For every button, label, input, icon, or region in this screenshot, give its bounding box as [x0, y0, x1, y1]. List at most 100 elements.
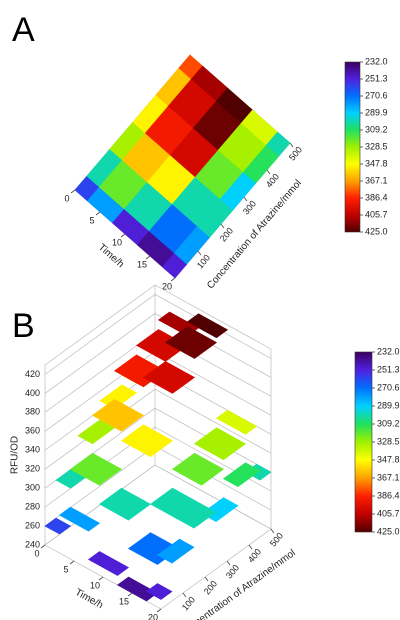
surface-patch: [98, 487, 152, 521]
y-tick: [220, 223, 225, 229]
z-tick-label: 360: [25, 426, 40, 436]
surface-patch: [193, 427, 247, 461]
y-axis-label: Concentration of Atrazine/mmol: [178, 548, 297, 620]
colorbar-tick-label: 405.7: [365, 209, 388, 219]
box-edge: [44, 284, 156, 366]
x-tick-label: 20: [162, 281, 172, 291]
x-tick: [70, 189, 76, 194]
y-tick-label: 200: [202, 579, 219, 597]
colorbar-tick-label: 386.4: [365, 192, 388, 202]
x-tick-label: 5: [89, 215, 94, 225]
colorbar-tick-label: 367.1: [365, 175, 388, 185]
x-tick: [170, 277, 176, 282]
y-tick-label: 300: [224, 563, 241, 581]
colorbar-tick-label: 309.2: [377, 418, 400, 428]
surface-patch: [186, 313, 229, 339]
surface-patch: [91, 398, 145, 432]
x-tick: [156, 608, 162, 613]
x-tick: [95, 211, 101, 216]
x-tick-label: 0: [64, 193, 69, 203]
colorbar-tick-label: 289.9: [377, 400, 400, 410]
y-tick-label: 300: [241, 199, 258, 217]
panel-label: A: [12, 11, 35, 49]
surface-patch: [222, 462, 261, 488]
grid-line: [44, 388, 272, 470]
x-tick-label: 20: [148, 612, 158, 620]
surface-patch: [142, 361, 196, 394]
grid-line: [44, 313, 272, 394]
x-tick: [127, 592, 133, 597]
z-tick-label: 260: [25, 520, 40, 530]
z-tick-label: 300: [25, 483, 40, 493]
z-tick-label: 320: [25, 464, 40, 474]
colorbar-tick-label: 425.0: [377, 526, 400, 536]
colorbar-tick-label: 405.7: [377, 508, 400, 518]
colorbar-tick-label: 386.4: [377, 490, 400, 500]
y-tick-label: 500: [287, 145, 304, 163]
surface-patch: [44, 517, 72, 535]
surface-patch: [178, 503, 217, 529]
colorbar-tick-label: 232.0: [377, 346, 400, 356]
colorbar-tick-label: 270.6: [365, 90, 388, 100]
colorbar: [344, 61, 361, 233]
y-tick-label: 200: [218, 226, 235, 244]
box-edge: [154, 284, 272, 350]
surface-patch: [69, 452, 123, 486]
x-tick-label: 10: [112, 237, 122, 247]
colorbar-tick-label: 347.8: [377, 454, 400, 464]
colorbar-tick-label: 289.9: [365, 107, 388, 117]
colorbar-tick-label: 425.0: [365, 226, 388, 236]
y-tick: [197, 250, 202, 256]
y-tick: [226, 560, 231, 566]
colorbar-tick-label: 328.5: [377, 436, 400, 446]
x-tick-label: 10: [90, 580, 100, 590]
surface-patch: [87, 551, 130, 576]
x-tick: [69, 560, 75, 565]
colorbar: [354, 351, 373, 533]
grid-line: [44, 426, 272, 508]
z-tick-label: 400: [25, 388, 40, 398]
colorbar-tick-label: 251.3: [365, 73, 388, 83]
z-tick-label: 420: [25, 369, 40, 379]
z-tick-label: 280: [25, 501, 40, 511]
colorbar-tick-label: 232.0: [365, 56, 388, 66]
x-tick: [98, 576, 104, 581]
y-tick: [270, 528, 275, 534]
z-axis-label: RFU/OD: [10, 436, 21, 474]
colorbar-tick-label: 309.2: [365, 124, 388, 134]
x-tick-label: 0: [34, 548, 39, 558]
x-tick: [120, 233, 126, 238]
x-tick-label: 15: [137, 259, 147, 269]
y-tick: [182, 592, 187, 598]
y-tick-label: 400: [246, 547, 263, 565]
y-tick: [204, 576, 209, 582]
x-tick: [145, 255, 151, 260]
y-tick: [289, 142, 294, 148]
colorbar-tick-label: 367.1: [377, 472, 400, 482]
grid-line: [44, 294, 272, 375]
colorbar-tick-label: 347.8: [365, 158, 388, 168]
colorbar-tick-label: 328.5: [365, 141, 388, 151]
surface-patch: [215, 409, 258, 435]
panel-1: B 240 260 280 300 320 340 360 380 400 420 0 5 10 15 20 1…: [10, 284, 400, 620]
surface-patch: [162, 253, 187, 279]
surface-patch: [58, 506, 101, 532]
surface-patch: [120, 424, 174, 458]
z-tick-label: 240: [25, 539, 40, 549]
x-tick-label: 5: [63, 564, 68, 574]
panel-label: B: [12, 307, 35, 345]
y-tick: [266, 169, 271, 175]
y-tick-label: 100: [180, 595, 197, 613]
x-tick: [40, 544, 46, 549]
y-tick-label: 100: [195, 253, 212, 271]
y-tick-label: 400: [264, 172, 281, 190]
colorbar-tick-label: 251.3: [377, 364, 400, 374]
x-axis-label: Time/h: [73, 587, 105, 611]
z-tick-label: 380: [25, 407, 40, 417]
surface-patch: [156, 538, 195, 564]
y-tick-label: 500: [268, 531, 285, 549]
y-tick: [248, 544, 253, 550]
colorbar-tick-label: 270.6: [377, 382, 400, 392]
